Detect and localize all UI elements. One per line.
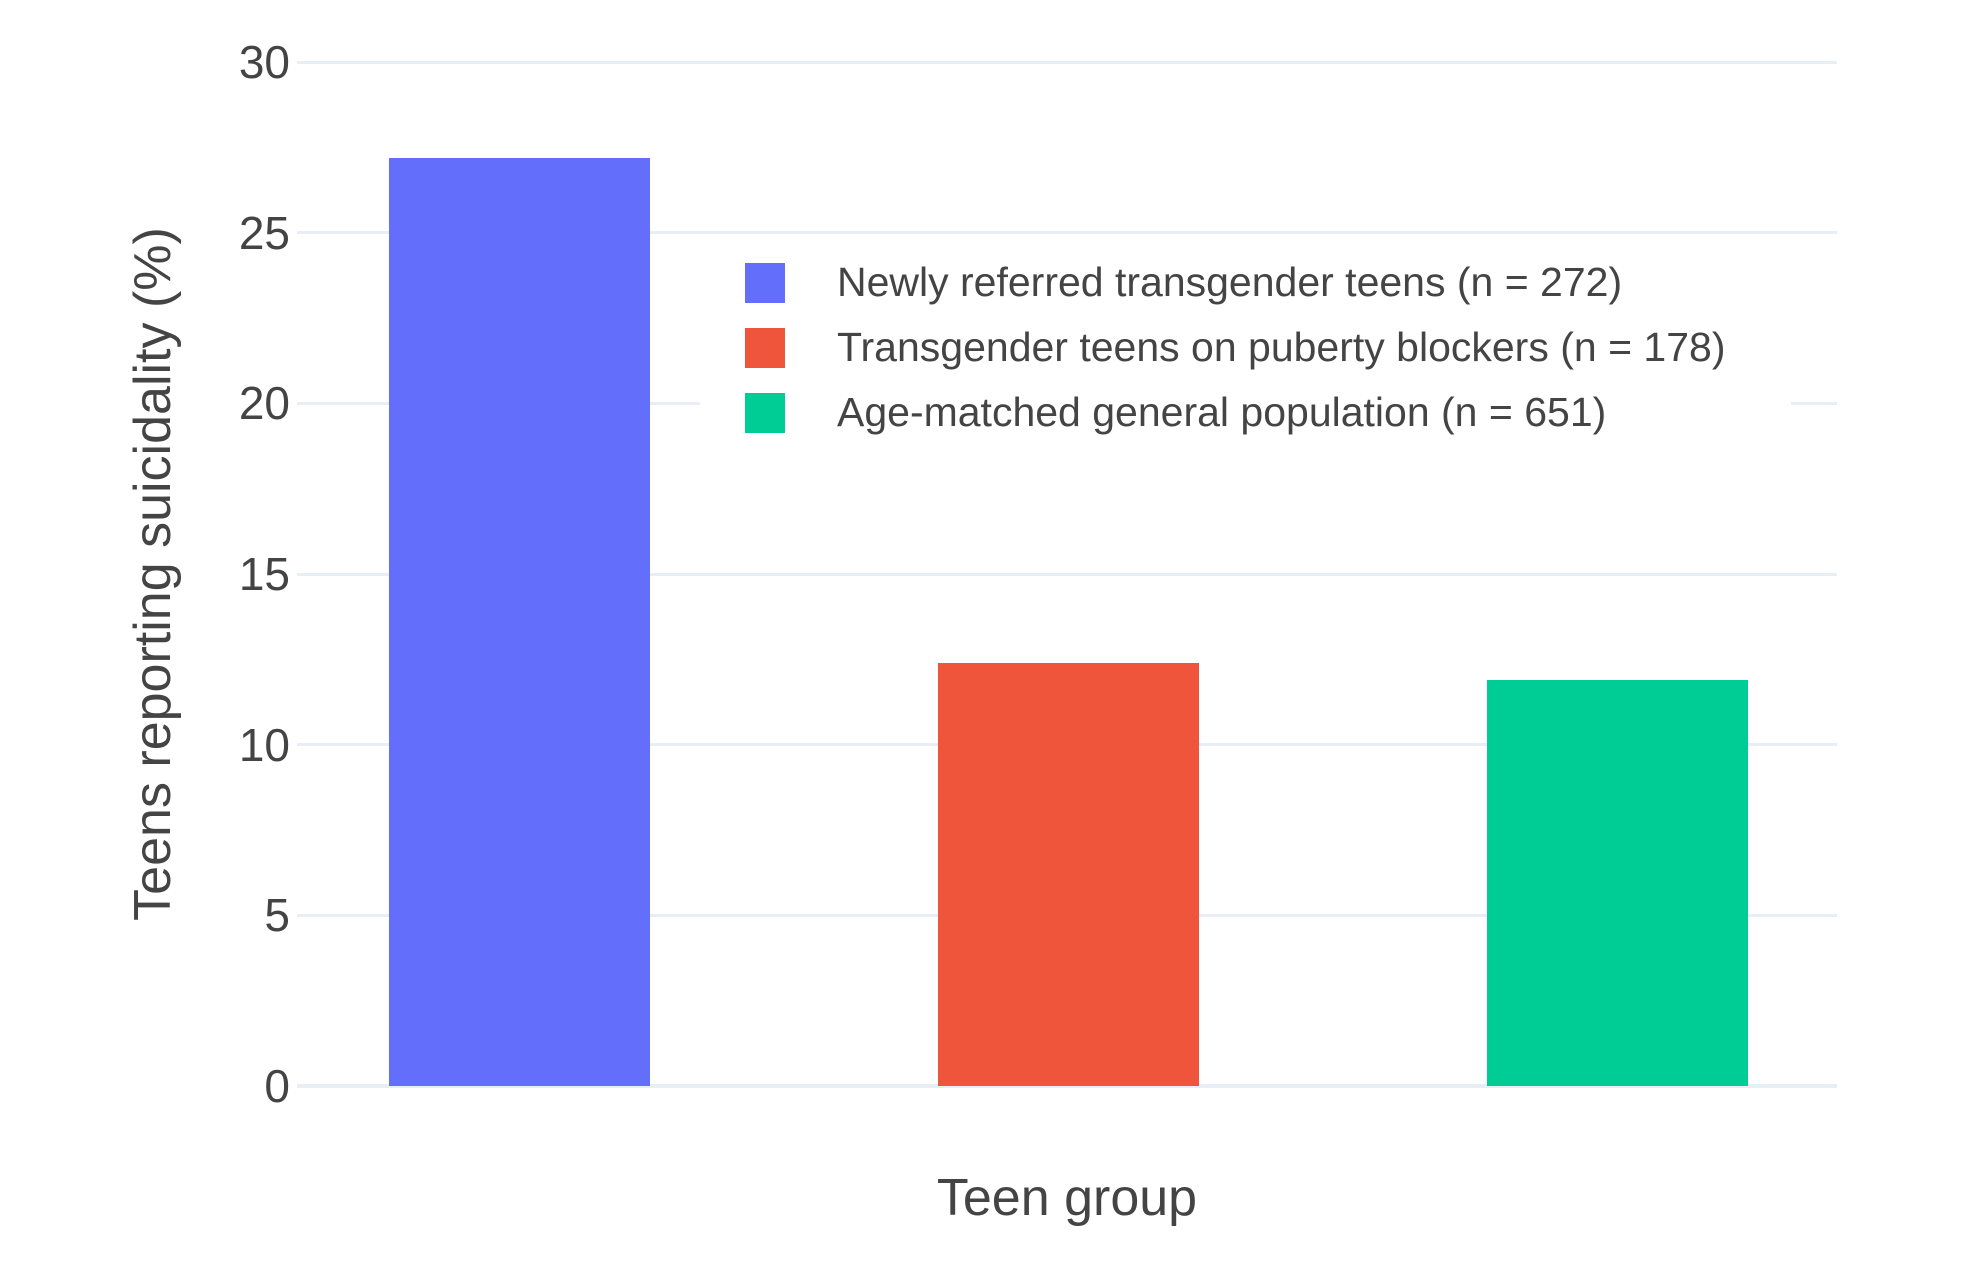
bar[interactable] bbox=[1487, 679, 1748, 1086]
zero-gridline bbox=[297, 1084, 1837, 1088]
plot-area bbox=[297, 60, 1837, 1088]
y-tick-label: 10 bbox=[238, 718, 290, 771]
bar[interactable] bbox=[938, 662, 1199, 1086]
legend-item[interactable]: Newly referred transgender teens (n = 27… bbox=[700, 250, 1791, 315]
y-tick-label: 20 bbox=[238, 377, 290, 430]
legend-item-label: Newly referred transgender teens (n = 27… bbox=[837, 259, 1623, 305]
legend-swatch-icon bbox=[745, 327, 785, 368]
y-tick-label: 15 bbox=[238, 548, 290, 600]
gridline bbox=[297, 231, 1837, 235]
x-axis-title: Teen group bbox=[936, 1169, 1198, 1227]
gridline bbox=[297, 572, 1837, 576]
y-tick-label: 0 bbox=[264, 1060, 290, 1112]
y-tick-label: 25 bbox=[238, 206, 290, 259]
legend-item[interactable]: Transgender teens on puberty blockers (n… bbox=[700, 315, 1791, 380]
legend-swatch-icon bbox=[745, 392, 785, 433]
legend-item-label: Age-matched general population (n = 651) bbox=[837, 389, 1607, 435]
gridline bbox=[297, 60, 1837, 64]
legend-item-label: Transgender teens on puberty blockers (n… bbox=[837, 324, 1726, 370]
bar[interactable] bbox=[389, 157, 650, 1086]
legend-swatch-icon bbox=[745, 262, 785, 303]
y-tick-label: 30 bbox=[238, 36, 290, 88]
legend: Newly referred transgender teens (n = 27… bbox=[700, 246, 1791, 449]
y-tick-label: 5 bbox=[264, 889, 290, 942]
legend-item[interactable]: Age-matched general population (n = 651) bbox=[700, 380, 1791, 445]
